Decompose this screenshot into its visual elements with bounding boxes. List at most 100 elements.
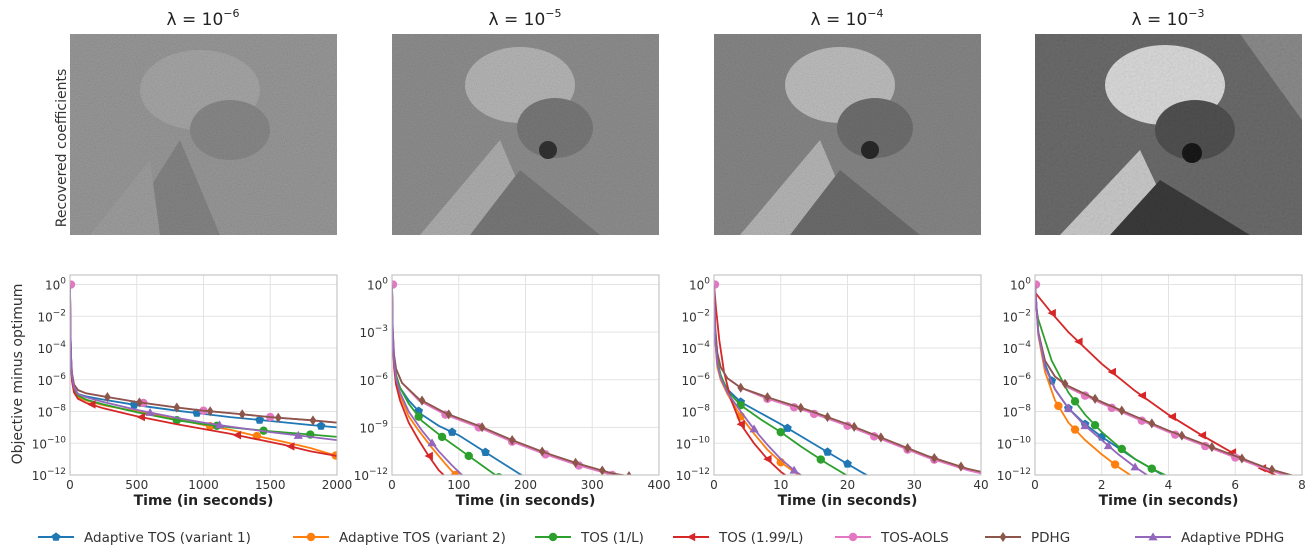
series-marker (418, 395, 426, 406)
panel-title-1-base: λ = 10 (167, 10, 224, 30)
series-marker (797, 402, 805, 413)
series-start-marker (1035, 280, 1041, 289)
series-marker (104, 392, 111, 403)
series-marker (414, 412, 423, 421)
series-marker (437, 432, 447, 442)
row-label: Recovered coefficients (54, 69, 70, 228)
series-marker (136, 412, 145, 422)
series-marker (1238, 453, 1246, 464)
series-marker (495, 473, 503, 475)
convergence-plot-2: 0 100 200 300 400 100 10−3 10−6 10−9 10−12 Time (i… (354, 274, 670, 509)
series-marker (823, 447, 832, 456)
y-tick-label: 10−12 (997, 467, 1031, 483)
series-marker (238, 409, 246, 420)
series-marker (1118, 405, 1126, 416)
series-marker (316, 421, 326, 430)
legend-label: PDHG (1031, 530, 1070, 546)
legend-label: Adaptive TOS (variant 2) (339, 530, 506, 546)
series-start-marker (70, 280, 76, 289)
convergence-plot-4: 0 2 4 6 8 100 10−2 10−4 10−6 10−8 10−10 10−12 Time (… (997, 274, 1306, 509)
recovered-image-2 (392, 34, 659, 235)
legend-marker (1148, 532, 1158, 541)
series-marker (206, 406, 214, 417)
y-tick-label: 10−2 (1002, 308, 1031, 324)
svg-text:λ = 10−6: λ = 10−6 (167, 7, 240, 30)
x-tick-label: 0 (388, 478, 396, 492)
series-marker (1061, 378, 1069, 389)
y-tick-label: 10−8 (1002, 404, 1031, 420)
series-marker (790, 477, 798, 485)
series-marker (173, 402, 181, 413)
panel-title-3: λ = 10−4 (811, 7, 884, 30)
panel-title-2: λ = 10−5 (489, 7, 562, 30)
recovered-image-4 (1035, 34, 1302, 235)
y-tick-label: 10−4 (1002, 340, 1031, 356)
x-tick-label: 30 (907, 478, 922, 492)
series-start-marker (392, 280, 398, 289)
panel-title-4: λ = 10−3 (1132, 7, 1205, 30)
y-tick-label: 10−12 (676, 467, 710, 483)
x-tick-label: 200 (514, 478, 537, 492)
series-marker (850, 421, 858, 432)
y-tick-label: 10−10 (676, 435, 711, 451)
series-marker (145, 407, 155, 416)
series-marker (481, 447, 490, 456)
series-marker (1074, 337, 1083, 346)
series-marker (1103, 441, 1114, 450)
x-tick-label: 20 (840, 478, 855, 492)
x-tick-label: 1500 (255, 478, 286, 492)
series-marker (763, 454, 772, 464)
y-tick-label: 10−6 (1002, 372, 1031, 388)
series-line (1035, 300, 1168, 475)
series-marker (789, 465, 799, 474)
legend-marker (999, 531, 1007, 543)
series-marker (1137, 391, 1146, 400)
series-marker (1130, 462, 1140, 471)
y-tick-label: 10−8 (681, 404, 710, 420)
series-marker (1288, 479, 1296, 487)
legend-marker (848, 532, 858, 542)
series-marker (478, 422, 486, 433)
x-tick-label: 0 (66, 478, 74, 492)
y-tick-label: 10−3 (359, 324, 388, 340)
legend-item: Adaptive TOS (variant 1) (38, 530, 251, 546)
legend-marker (548, 532, 558, 542)
x-tick-label: 100 (447, 478, 470, 492)
x-tick-label: 40 (973, 478, 988, 492)
panel-title-3-base: λ = 10 (811, 10, 868, 30)
series-marker (447, 427, 457, 436)
series-start-marker (714, 280, 720, 289)
series-marker (1054, 401, 1063, 411)
series-marker (816, 455, 825, 464)
y-tick-label: 10−9 (359, 419, 388, 435)
series-marker (1091, 393, 1099, 404)
y-tick-label: 10−12 (354, 467, 388, 483)
series-marker (255, 415, 264, 424)
y-tick-label: 10−4 (37, 340, 66, 356)
series-marker (1110, 460, 1120, 469)
series-marker (1107, 367, 1116, 377)
series-marker (736, 420, 745, 429)
series-marker (904, 442, 911, 454)
series-marker (930, 453, 938, 464)
y-tick-label: 10−10 (997, 435, 1032, 451)
series-marker (1178, 430, 1186, 441)
x-tick-label: 2 (1098, 478, 1106, 492)
x-tick-label: 6 (1231, 478, 1239, 492)
series-marker (626, 471, 632, 475)
convergence-plot-1: 0 500 1000 1500 2000 100 10−2 10−4 10−6 10−8 10−10… (32, 274, 352, 509)
series-marker (1070, 425, 1080, 434)
legend-label: TOS (1.99/L) (718, 530, 803, 546)
series-marker (1117, 444, 1126, 454)
series-marker (572, 457, 579, 468)
panel-title-3-exp: −4 (867, 7, 883, 20)
legend-item: PDHG (985, 530, 1070, 546)
y-tick-label: 10−4 (681, 340, 710, 356)
x-axis-label: Time (in seconds) (1099, 493, 1239, 509)
plot-frame (713, 274, 982, 476)
series-marker (1070, 397, 1080, 406)
y-tick-label: 10−6 (37, 372, 66, 388)
recovered-image-1 (70, 34, 337, 235)
legend-item: Adaptive PDHG (1135, 530, 1284, 546)
